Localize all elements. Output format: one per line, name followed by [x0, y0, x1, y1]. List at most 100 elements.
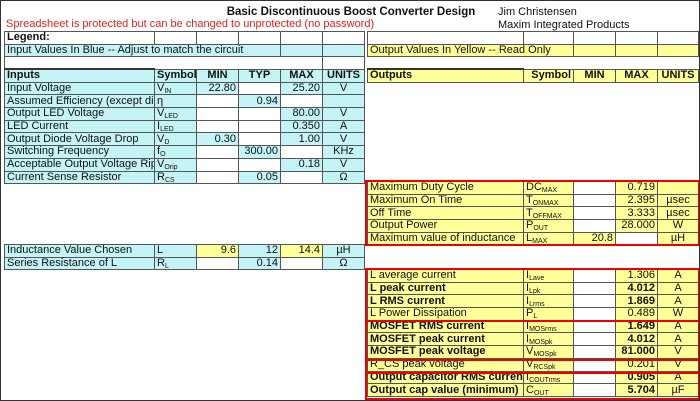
table-row: Current Sense Resistor RCS 0.05 Ω [4, 170, 365, 185]
typ-value [238, 119, 281, 134]
output-row: MOSFET peak voltage VMOSpk 81.000 V [367, 345, 699, 359]
row-label-text: Series Resistance of L [7, 257, 118, 270]
max-value-text: 14.4 [298, 244, 320, 257]
typ-value-text: 0.94 [256, 94, 278, 107]
units: A [322, 119, 365, 134]
units: Ω [322, 170, 365, 185]
row-label: Series Resistance of L [4, 256, 155, 271]
symbol-subscript: MOSpk [533, 351, 557, 359]
min-value [573, 181, 616, 195]
max-value-text: 0.201 [627, 358, 655, 371]
typ-value[interactable]: 0.05 [238, 170, 281, 185]
outputs-table-currents: L average current ILave 1.306 A L peak curre… [367, 269, 699, 397]
row-label-text: Acceptable Output Voltage Ripple [7, 158, 154, 171]
max-value-text: 0.905 [627, 371, 655, 383]
symbol-text: L [157, 244, 164, 257]
symbol: RCS [154, 170, 197, 185]
min-value [573, 206, 616, 221]
symbol-text: V [157, 158, 165, 171]
units: A [657, 269, 699, 283]
typ-value [238, 107, 281, 121]
row-label: R_CS peak voltage [367, 357, 524, 372]
symbol-text: V [526, 358, 534, 371]
units-text: W [672, 219, 684, 232]
units: A [657, 281, 699, 296]
max-value-text: 1.649 [627, 320, 655, 333]
symbol: VOrip [154, 157, 197, 172]
symbol-text: P [526, 307, 534, 320]
column-header: MAX [280, 68, 323, 83]
symbol: ILED [154, 119, 197, 134]
page-title: Basic Discontinuous Boost Converter Desi… [226, 6, 476, 18]
max-value[interactable]: 80.00 [280, 107, 323, 121]
symbol-subscript: L [533, 313, 538, 321]
max-value: 1.869 [615, 294, 658, 309]
min-value [573, 332, 616, 347]
min-value [573, 370, 616, 385]
max-value[interactable]: 0.18 [280, 157, 323, 172]
units-text: V [339, 107, 348, 120]
min-value [196, 94, 239, 109]
max-value: 0.201 [615, 357, 658, 372]
units: A [657, 294, 699, 309]
output-row: MOSFET RMS current IMOSrms 1.649 A [367, 319, 699, 334]
min-value [196, 256, 239, 271]
symbol-text: I [157, 120, 161, 133]
symbol-text: T [526, 194, 533, 207]
min-value[interactable]: 22.80 [196, 81, 239, 96]
column-header: UNITS [322, 68, 365, 83]
min-value-text: 20.8 [591, 232, 613, 245]
max-value[interactable]: 1.00 [280, 132, 323, 147]
symbol-subscript: COUTrms [529, 376, 561, 384]
symbol: VLED [154, 107, 197, 121]
legend-input-note: Input Values In Blue -- Adjust to match … [4, 43, 281, 58]
output-row: R_CS peak voltage VRCSpk 0.201 V [367, 357, 699, 372]
units-text: KHz [333, 145, 354, 158]
legend-output-note: Output Values In Yellow -- Read Only [367, 43, 574, 58]
max-value[interactable]: 25.20 [280, 81, 323, 96]
units-text: V [339, 132, 348, 145]
output-row: Off Time TOFFMAX 3.333 µsec [367, 206, 699, 221]
symbol-subscript: LED [160, 126, 174, 133]
typ-value[interactable]: 0.94 [238, 94, 281, 109]
typ-value[interactable]: 12 [238, 244, 281, 258]
output-row: L Power Dissipation PL 0.489 W [367, 307, 699, 321]
row-label-text: Inductance Value Chosen [7, 244, 133, 257]
table-row: LED Current ILED 0.350 A [4, 119, 365, 134]
row-label-text: L peak current [370, 282, 446, 295]
column-header-text: UNITS [661, 69, 695, 82]
table-row: Output LED Voltage VLED 80.00 V [4, 107, 365, 121]
symbol: POUT [523, 219, 574, 233]
row-label-text: MOSFET RMS current [370, 320, 485, 333]
typ-value[interactable]: 0.14 [238, 256, 281, 271]
symbol-subscript: ONMAX [532, 200, 559, 207]
typ-value[interactable]: 300.00 [238, 145, 281, 159]
header-row: Inputs Symbol MIN TYP MAX UNITS [4, 67, 365, 83]
units: V [657, 357, 699, 372]
row-label: Output LED Voltage [4, 107, 155, 121]
row-label: Maximum value of inductance [367, 231, 524, 246]
table-row: Series Resistance of L RL 0.14 Ω [4, 256, 365, 271]
max-value-text: 81.000 [621, 345, 655, 358]
units: V [322, 107, 365, 121]
symbol-subscript: LED [164, 113, 178, 121]
units: V [322, 157, 365, 172]
min-value[interactable]: 0.30 [196, 132, 239, 147]
max-value-text: 4.012 [627, 282, 655, 295]
max-value[interactable]: 0.350 [280, 119, 323, 134]
symbol: TOFFMAX [523, 206, 574, 221]
max-value [615, 231, 658, 246]
min-value [573, 307, 616, 321]
units-text: V [339, 82, 348, 95]
row-label-text: Assumed Efficiency (except diode [7, 94, 154, 107]
symbol-subscript: OFFMAX [532, 212, 562, 220]
units-text: A [674, 282, 682, 295]
row-label-text: Output Diode Voltage Drop [7, 132, 139, 145]
max-value: 0.719 [615, 181, 658, 195]
company: Maxim Integrated Products [498, 19, 630, 31]
row-label: Output cap value (minimum) [367, 383, 524, 397]
row-label-text: L average current [370, 269, 456, 282]
max-value: 0.905 [615, 370, 658, 385]
symbol-subscript: OUT [533, 389, 549, 397]
